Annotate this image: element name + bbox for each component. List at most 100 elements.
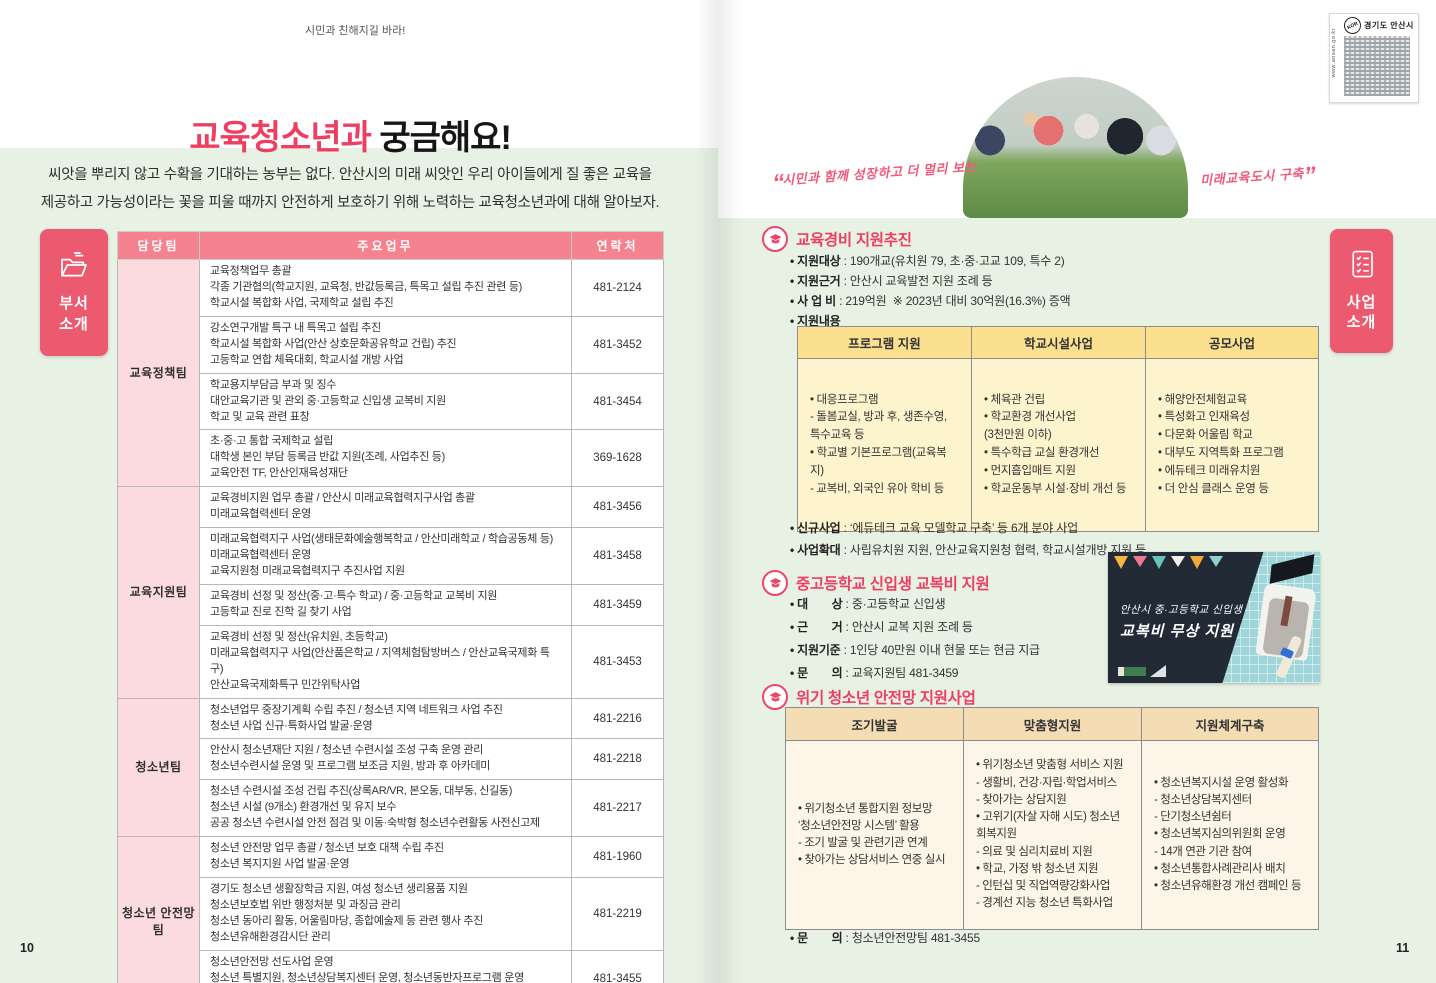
col-header-program: 프로그램 지원 <box>797 326 972 359</box>
graduation-cap-icon <box>762 684 788 710</box>
section-title-text: 위기 청소년 안전망 지원사업 <box>796 690 976 707</box>
support-content-table: 프로그램 지원 학교시설사업 공모사업 • 대응프로그램 - 돌봄교실, 방과 … <box>797 326 1319 532</box>
phone-cell: 481-2216 <box>571 697 664 740</box>
bullet-value: : 안산시 교육발전 지원 조례 등 <box>840 274 993 288</box>
bullet-value: : 안산시 교복 지원 조례 등 <box>842 620 973 634</box>
phone-cell: 481-3454 <box>571 372 664 431</box>
section-title-text: 교육경비 지원추진 <box>796 232 912 249</box>
page-title-highlight: 교육청소년과 <box>189 119 372 157</box>
bullet-label: • 지원기준 <box>790 643 841 657</box>
bullet-label: • 근 거 <box>790 620 843 634</box>
team-name: 교육지원팀 <box>117 486 200 699</box>
duty-cell: 안산시 청소년재단 지원 / 청소년 수련시설 조성 구축 운영 관리 청소년수… <box>199 738 572 781</box>
bullet-line: • 사 업 비 : 219억원 ※ 2023년 대비 30억원(16.3%) 증… <box>790 292 1071 312</box>
col-header-duty: 주요업무 <box>199 231 572 260</box>
table-header-row: 담당팀 주요업무 연락처 <box>117 231 664 260</box>
bullet-line: • 문 의 : 청소년안전망팀 481-3455 <box>790 929 980 946</box>
phone-cell: 481-3456 <box>571 486 664 529</box>
bullet-value: : ‘에듀테크 교육 모델학교 구축’ 등 6개 분야 사업 <box>840 521 1079 535</box>
support-system-cell: • 청소년복지시설 운영 활성화 - 청소년상담복지센터 - 단기청소년쉼터 •… <box>1141 740 1319 930</box>
bullet-label: • 사업확대 <box>790 543 841 557</box>
table-row: • 대응프로그램 - 돌봄교실, 방과 후, 생존수영, 특수교육 등 • 학교… <box>797 358 1319 532</box>
bullet-line: • 신규사업 : ‘에듀테크 교육 모델학교 구축’ 등 6개 분야 사업 <box>790 519 1146 541</box>
bullet-value: : 사립유치원 지원, 안산교육지원청 협력, 학교시설개방 지원 등 <box>840 543 1147 557</box>
table-row: 미래교육협력지구 사업(생태문화예술행복학교 / 안산미래학교 / 학습공동체 … <box>118 527 664 585</box>
phone-cell: 369-1628 <box>571 429 664 488</box>
section1-post-bullets: • 신규사업 : ‘에듀테크 교육 모델학교 구축’ 등 6개 분야 사업 • … <box>790 519 1146 563</box>
folder-icon <box>58 250 90 285</box>
school-facility-cell: • 체육관 건립 • 학교환경 개선사업 (3천만원 이하) • 특수학급 교실… <box>971 358 1146 532</box>
phone-cell: 481-1960 <box>571 836 664 878</box>
col-header-facility: 학교시설사업 <box>971 326 1146 359</box>
qr-noise-block <box>1344 36 1410 96</box>
phone-cell: 481-2124 <box>571 259 664 317</box>
table-row: 청소년 안전망팀 청소년 안전망 업무 총괄 / 청소년 보호 대책 수립 추진… <box>117 836 664 983</box>
col-header-support-system: 지원체계구축 <box>1141 707 1319 741</box>
bullet-label: • 지원근거 <box>790 274 841 288</box>
section-crisis-youth-safetynet: 위기 청소년 안전망 지원사업 <box>762 684 976 710</box>
bullet-line: • 근 거 : 안산시 교복 지원 조례 등 <box>790 618 1040 641</box>
tailored-support-cell: • 위기청소년 맞춤형 서비스 지원 - 생활비, 건강·자립·학업서비스 - … <box>963 740 1142 930</box>
tab-project-label: 사업 소개 <box>1346 293 1377 331</box>
bullet-label: • 문 의 <box>790 931 843 945</box>
duty-cell: 초·중·고 통합 국제학교 설립 대학생 본인 부담 등록금 반값 지원(조례,… <box>199 429 572 488</box>
table-header-row: 조기발굴 맞춤형지원 지원체계구축 <box>785 707 1319 741</box>
section-title-text: 중고등학교 신입생 교복비 지원 <box>796 576 990 593</box>
bullet-value: : 청소년안전망팀 481-3455 <box>842 931 981 945</box>
duty-cell: 교육경비 선정 및 정산(유치원, 초등학교) 미래교육협력지구 사업(안산품은… <box>199 624 572 699</box>
phone-cell: 481-2219 <box>571 877 664 951</box>
bullet-value: : 교육지원팀 481-3459 <box>842 666 959 680</box>
graduation-cap-icon <box>762 570 788 596</box>
page-number-right: 11 <box>1396 941 1410 955</box>
page-spine-shadow <box>695 0 741 983</box>
duty-cell: 청소년 안전망 업무 총괄 / 청소년 보호 대책 수립 추진 청소년 복지지원… <box>199 836 572 878</box>
phone-cell: 481-2217 <box>571 779 664 838</box>
bullet-line: • 지원대상 : 190개교(유치원 79, 초·중·고교 109, 특수 2) <box>790 252 1070 272</box>
checklist-icon <box>1348 249 1376 284</box>
team-name: 청소년 안전망팀 <box>117 836 200 983</box>
duty-cell: 경기도 청소년 생활장학금 지원, 여성 청소년 생리용품 지원 청소년보호법 … <box>199 877 572 951</box>
section3-contact: • 문 의 : 청소년안전망팀 481-3455 <box>790 929 980 946</box>
top-white-band <box>0 0 1436 148</box>
bullet-value: : 190개교(유치원 79, 초·중·고교 109, 특수 2) <box>840 254 1065 268</box>
bullet-label: • 문 의 <box>790 666 843 680</box>
duty-cell: 학교용지부담금 부과 및 징수 대안교육기관 및 관외 중·고등학교 신입생 교… <box>199 372 572 431</box>
program-support-cell: • 대응프로그램 - 돌봄교실, 방과 후, 생존수영, 특수교육 등 • 학교… <box>797 358 972 532</box>
bullet-line: • 사업확대 : 사립유치원 지원, 안산교육지원청 협력, 학교시설개방 지원… <box>790 541 1146 563</box>
section-education-expense: 교육경비 지원추진 <box>762 226 912 252</box>
bullet-label: • 사 업 비 <box>790 294 836 308</box>
table-header-row: 프로그램 지원 학교시설사업 공모사업 <box>797 326 1319 359</box>
duty-cell: 미래교육협력지구 사업(생태문화예술행복학교 / 안산미래학교 / 학습공동체 … <box>199 527 572 585</box>
header-note: 시민과 친해지길 바라! <box>305 25 406 37</box>
bullet-value: : 중·고등학교 신입생 <box>842 597 946 611</box>
bullet-label: • 대 상 <box>790 597 843 611</box>
phone-cell: 481-3452 <box>571 315 664 374</box>
department-table: 담당팀 주요업무 연락처 교육정책팀 교육정책업무 총괄 각종 기관협의(학교지… <box>117 231 664 983</box>
bunting-flags <box>1114 556 1223 569</box>
table-row: 교육정책팀 교육정책업무 총괄 각종 기관협의(학교지원, 교육청, 반값등록금… <box>117 258 664 488</box>
section1-bullet-list: • 지원대상 : 190개교(유치원 79, 초·중·고교 109, 특수 2)… <box>790 252 1071 332</box>
uniform-support-banner: 안산시 중·고등학교 신입생 교복비 무상 지원 <box>1108 552 1320 683</box>
bullet-line: • 문 의 : 교육지원팀 481-3459 <box>790 664 1040 687</box>
bullet-line: • 지원내용 <box>790 312 1070 332</box>
table-row: • 위기청소년 통합지원 정보망 ‘청소년안전망 시스템’ 활용 - 조기 발굴… <box>785 740 1319 930</box>
bullet-line: • 지원기준 : 1인당 40만원 이내 현물 또는 현금 지급 <box>790 641 1040 664</box>
phone-cell: 481-3453 <box>571 624 664 699</box>
early-discovery-cell: • 위기청소년 통합지원 정보망 ‘청소년안전망 시스템’ 활용 - 조기 발굴… <box>785 740 964 930</box>
bullet-line: • 지원근거 : 안산시 교육발전 지원 조례 등 <box>790 272 1070 292</box>
table-row: 청소년 수련시설 조성 건립 추진(상록AR/VR, 본오동, 대부동, 신길동… <box>118 779 664 838</box>
section-uniform-support: 중고등학교 신입생 교복비 지원 <box>762 570 990 596</box>
duty-cell: 교육경비지원 업무 총괄 / 안산시 미래교육협력지구사업 총괄 미래교육협력센… <box>199 486 572 529</box>
duty-cell: 청소년 수련시설 조성 건립 추진(상록AR/VR, 본오동, 대부동, 신길동… <box>199 779 572 838</box>
bullet-label: • 지원내용 <box>790 314 841 328</box>
table-row: 청소년팀 청소년업무 중장기계획 수립 추진 / 청소년 지역 네트워크 사업 … <box>117 697 664 838</box>
table-row: 학교용지부담금 부과 및 징수 대안교육기관 및 관외 중·고등학교 신입생 교… <box>118 372 664 431</box>
tab-department-label: 부서 소개 <box>59 295 89 333</box>
banner-line1: 안산시 중·고등학교 신입생 <box>1120 604 1243 616</box>
graduation-cap-icon <box>762 226 788 252</box>
bullet-line: • 대 상 : 중·고등학교 신입생 <box>790 595 1040 618</box>
team-name: 교육정책팀 <box>117 258 200 488</box>
tab-project-intro: 사업 소개 <box>1330 229 1393 353</box>
duty-cell: 강소연구개발 특구 내 특목고 설립 추진 학교시설 복합화 사업(안산 상호문… <box>199 315 572 374</box>
duty-cell: 청소년안전망 선도사업 운영 청소년 특별지원, 청소년상담복지센터 운영, 청… <box>199 949 572 983</box>
